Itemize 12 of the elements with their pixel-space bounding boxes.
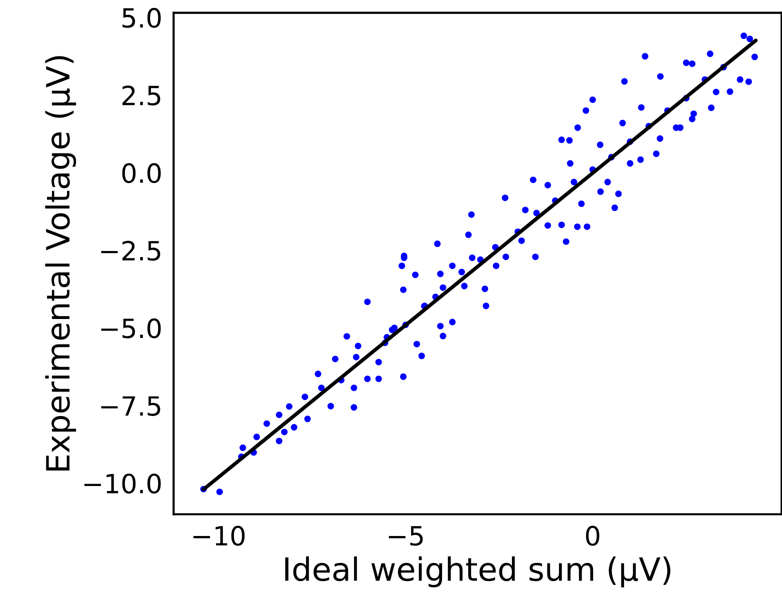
y-tick-label: −7.5 <box>101 396 160 416</box>
x-tick-label: −5 <box>388 526 423 546</box>
x-tick-label: −10 <box>193 526 245 546</box>
y-tick-label: −5.0 <box>101 318 161 338</box>
y-tick-label: 5.0 <box>122 8 161 28</box>
y-tick-label: −10.0 <box>84 474 161 494</box>
y-tick-label: −2.5 <box>101 240 160 261</box>
y-tick-label: 0.0 <box>122 163 161 184</box>
y-tick-label: 2.5 <box>122 86 160 106</box>
x-axis-title: Ideal weighted sum (μV) <box>285 556 670 588</box>
y-axis-title: Experimental Voltage (μV) <box>45 56 76 471</box>
x-tick-label: 0 <box>586 526 600 546</box>
